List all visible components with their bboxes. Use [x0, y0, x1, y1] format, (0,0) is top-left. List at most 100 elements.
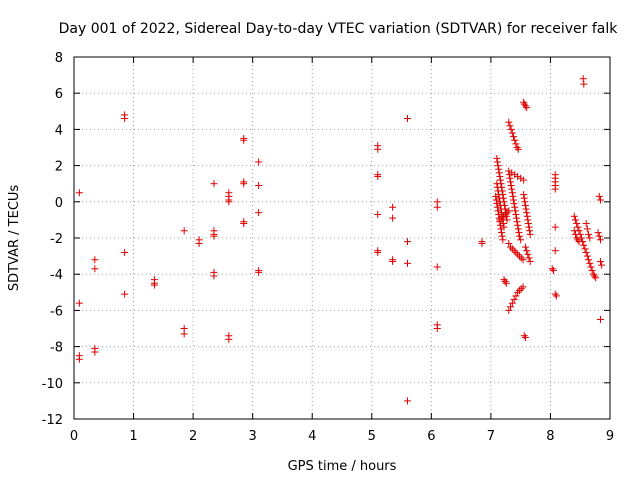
y-tick-label: 8: [55, 51, 63, 66]
data-point: [583, 225, 591, 233]
x-tick-label: 5: [368, 429, 376, 444]
data-point: [596, 196, 604, 204]
data-point: [499, 236, 507, 244]
data-point: [389, 258, 397, 266]
data-point: [521, 198, 529, 206]
data-point: [522, 205, 530, 213]
data-point: [500, 276, 508, 284]
data-point: [75, 355, 83, 363]
data-point: [505, 118, 513, 126]
data-point: [511, 136, 519, 144]
data-point: [517, 236, 525, 244]
axis-ticks: [73, 56, 611, 420]
data-point: [505, 207, 513, 215]
data-point: [404, 115, 412, 123]
data-point: [521, 102, 529, 110]
data-point: [586, 234, 594, 242]
data-point: [526, 258, 534, 266]
data-point: [496, 172, 504, 180]
data-point: [513, 144, 521, 151]
data-point: [507, 125, 515, 133]
data-point: [524, 220, 532, 228]
data-point: [121, 290, 129, 298]
gridlines: [74, 57, 610, 419]
data-point: [589, 270, 597, 278]
data-point: [374, 248, 382, 256]
data-point: [496, 198, 504, 206]
data-point: [520, 100, 528, 108]
data-point: [519, 256, 527, 264]
data-point: [517, 174, 525, 182]
data-point: [513, 218, 521, 226]
data-point: [512, 210, 520, 218]
data-point: [492, 192, 500, 200]
data-point: [570, 227, 578, 235]
data-point: [496, 176, 504, 184]
data-point: [598, 261, 606, 269]
data-point: [500, 223, 508, 231]
data-point: [508, 129, 516, 137]
data-point: [596, 236, 604, 244]
data-point: [508, 189, 516, 197]
data-point: [507, 182, 515, 190]
data-point: [580, 241, 588, 249]
data-point: [493, 203, 501, 211]
y-tick-label: 6: [55, 87, 63, 102]
data-point: [588, 267, 596, 275]
data-point: [433, 263, 441, 271]
data-point: [374, 210, 382, 218]
data-point: [510, 200, 518, 208]
data-point: [521, 334, 529, 342]
data-point: [514, 145, 522, 153]
data-point: [498, 229, 506, 237]
data-point: [493, 158, 501, 166]
y-tick-label: -12: [42, 413, 63, 428]
data-point: [495, 165, 503, 173]
data-point: [404, 238, 412, 246]
data-point: [551, 185, 559, 193]
data-point: [515, 252, 523, 260]
data-point: [515, 286, 523, 294]
data-point: [495, 169, 503, 177]
data-point: [240, 180, 248, 188]
data-point: [501, 277, 509, 285]
data-point: [517, 285, 525, 293]
x-axis-label: GPS time / hours: [288, 459, 397, 474]
data-point: [507, 243, 515, 251]
data-point: [493, 183, 501, 191]
data-point: [512, 248, 520, 256]
data-point: [507, 178, 515, 186]
data-point: [523, 247, 531, 255]
data-point: [495, 194, 503, 202]
data-point: [551, 247, 559, 255]
data-point: [389, 214, 397, 222]
data-point: [255, 209, 263, 217]
data-point: [91, 348, 99, 356]
data-point: [514, 288, 522, 296]
data-point: [511, 171, 519, 179]
data-point: [497, 225, 505, 233]
data-point: [573, 234, 581, 242]
data-point: [509, 192, 517, 200]
data-point: [582, 220, 590, 228]
x-tick-label: 4: [308, 429, 316, 444]
data-point: [510, 133, 518, 141]
data-point: [505, 306, 513, 314]
data-point: [521, 243, 529, 251]
data-point: [496, 221, 504, 229]
data-point: [374, 145, 382, 153]
data-point: [510, 296, 518, 304]
data-point: [571, 216, 579, 224]
data-point: [551, 290, 559, 298]
x-tick-label: 0: [70, 429, 78, 444]
data-point: [506, 174, 514, 182]
data-point: [596, 315, 604, 323]
data-point: [574, 236, 582, 244]
data-point: [505, 239, 513, 247]
data-point: [433, 203, 441, 211]
data-point: [496, 201, 504, 209]
data-point: [520, 191, 528, 199]
data-point: [514, 221, 522, 229]
data-point: [492, 196, 500, 204]
